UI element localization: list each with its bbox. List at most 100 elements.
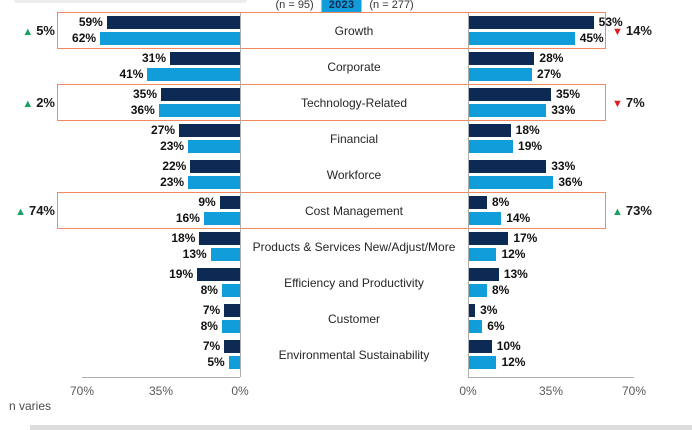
navy-top-bar-right: [468, 268, 499, 281]
navy-top-bar-left: [219, 196, 240, 209]
chart-footnote: n varies: [9, 399, 52, 413]
bar-value-label: 23%: [160, 139, 185, 153]
blue-bottom-bar-left: [188, 140, 240, 153]
bar-value-label: 12%: [501, 355, 526, 369]
blue-bottom-bar-right: [468, 248, 497, 261]
blue-bottom-bar-right: [468, 320, 483, 333]
navy-top-bar-right: [468, 124, 511, 137]
category-label: Growth: [334, 23, 374, 38]
blue-bottom-bar-right: [468, 104, 547, 117]
bar-value-label: 22%: [162, 159, 187, 173]
bar-value-label: 18%: [171, 231, 196, 245]
left-sample-size: (n = 95): [275, 0, 314, 11]
year-badge: 2023: [321, 0, 362, 12]
change-annotation: ▼ 14%: [612, 23, 652, 38]
blue-bottom-bar-left: [221, 284, 240, 297]
category-label: Workforce: [326, 167, 382, 182]
navy-top-bar-right: [468, 232, 509, 245]
bar-value-label: 41%: [119, 67, 144, 81]
navy-top-bar-right: [468, 16, 594, 29]
bar-value-label: 8%: [491, 195, 510, 209]
blue-bottom-bar-right: [468, 212, 502, 225]
bar-value-label: 18%: [515, 123, 540, 137]
category-label: Products & Services New/Adjust/More: [252, 239, 456, 254]
bar-value-label: 10%: [496, 339, 521, 353]
bar-value-label: 27%: [537, 67, 562, 81]
bar-value-label: 3%: [480, 303, 498, 317]
navy-top-bar-left: [161, 88, 240, 101]
change-annotation: ▲ 74%: [15, 203, 55, 218]
highlight-box: [57, 83, 606, 121]
bar-value-label: 6%: [487, 319, 505, 333]
navy-top-bar-right: [468, 304, 476, 317]
blue-bottom-bar-left: [188, 176, 240, 189]
x-axis-tick-label: 70%: [69, 384, 95, 398]
bar-value-label: 12%: [501, 247, 526, 261]
blue-bottom-bar-left: [203, 212, 240, 225]
bar-value-label: 13%: [182, 247, 207, 261]
category-label: Efficiency and Productivity: [284, 275, 424, 290]
change-annotation: ▼ 7%: [612, 95, 645, 110]
navy-top-bar-left: [199, 232, 240, 245]
down-triangle-icon: ▼: [612, 26, 623, 38]
category-label: Cost Management: [304, 203, 404, 218]
chart-legend: (n = 95) 2023 (n = 277): [276, 0, 414, 12]
right-panel-baseline: [468, 377, 634, 378]
blue-bottom-bar-right: [468, 32, 575, 45]
bar-value-label: 14%: [506, 211, 531, 225]
bar-value-label: 36%: [558, 175, 583, 189]
change-annotation: ▲ 5%: [22, 23, 55, 38]
x-axis-tick-label: 35%: [538, 384, 564, 398]
bar-value-label: 19%: [169, 267, 194, 281]
category-label: Environmental Sustainability: [278, 347, 430, 362]
blue-bottom-bar-left: [221, 320, 240, 333]
bar-value-label: 8%: [200, 319, 218, 333]
navy-top-bar-left: [197, 268, 240, 281]
blue-bottom-bar-left: [100, 32, 240, 45]
highlight-box: [57, 191, 606, 229]
navy-top-bar-right: [468, 340, 492, 353]
bar-value-label: 33%: [551, 103, 576, 117]
x-axis-tick-label: 70%: [621, 384, 647, 398]
navy-top-bar-right: [468, 88, 551, 101]
blue-bottom-bar-right: [468, 356, 497, 369]
category-label: Technology-Related: [300, 95, 408, 110]
change-annotation: ▲ 73%: [612, 203, 652, 218]
navy-top-bar-right: [468, 52, 535, 65]
right-sample-size: (n = 277): [369, 0, 414, 11]
navy-top-bar-left: [170, 52, 240, 65]
up-triangle-icon: ▲: [15, 206, 26, 218]
bar-value-label: 9%: [198, 195, 216, 209]
bar-value-label: 8%: [491, 283, 510, 297]
blue-bottom-bar-right: [468, 176, 554, 189]
blue-bottom-bar-left: [147, 68, 240, 81]
left-panel-baseline: [82, 377, 240, 378]
up-triangle-icon: ▲: [22, 98, 34, 110]
blue-bottom-bar-left: [228, 356, 240, 369]
bar-value-label: 31%: [142, 51, 167, 65]
category-label: Financial: [329, 131, 379, 146]
bar-value-label: 35%: [132, 87, 157, 101]
blue-bottom-bar-left: [158, 104, 240, 117]
up-triangle-icon: ▲: [22, 26, 34, 38]
x-axis-tick-label: 0%: [231, 384, 249, 398]
bar-value-label: 33%: [551, 159, 576, 173]
bar-value-label: 27%: [151, 123, 176, 137]
bar-value-label: 35%: [556, 87, 581, 101]
navy-top-bar-right: [468, 160, 547, 173]
bar-value-label: 5%: [207, 355, 225, 369]
up-triangle-icon: ▲: [612, 206, 623, 218]
change-annotation: ▲ 2%: [22, 95, 55, 110]
cutoff-element-remnant: [14, 0, 247, 3]
navy-top-bar-left: [179, 124, 240, 137]
cutoff-element-remnant-bottom: [30, 425, 692, 430]
down-triangle-icon: ▼: [612, 98, 623, 110]
right-panel-zero-axis: [468, 13, 469, 377]
bar-value-label: 36%: [130, 103, 155, 117]
bar-value-label: 62%: [72, 31, 97, 45]
x-axis-tick-label: 0%: [459, 384, 477, 398]
bar-value-label: 45%: [579, 31, 604, 45]
bar-value-label: 23%: [160, 175, 185, 189]
blue-bottom-bar-right: [468, 140, 514, 153]
